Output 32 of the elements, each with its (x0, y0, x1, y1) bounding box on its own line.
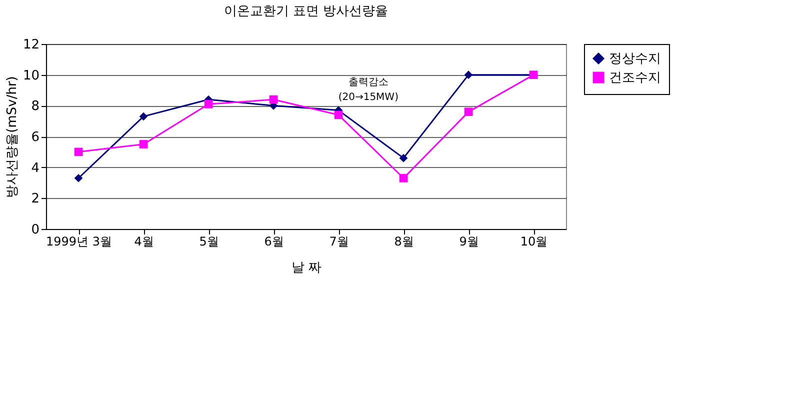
point (269, 95, 278, 104)
point (204, 100, 213, 108)
point (334, 110, 343, 120)
y-tick-label: 2 (31, 192, 40, 207)
y-axis-title: 방사선량율(mSv/hr) (4, 76, 20, 198)
point (464, 108, 473, 116)
y-tick-label: 10 (22, 68, 40, 84)
legend-label: 정상수지 (609, 52, 661, 66)
x-tick-label: 7월 (329, 234, 349, 248)
point (399, 174, 408, 182)
x-tick-label: 4월 (134, 234, 154, 248)
point (464, 70, 473, 80)
x-tick-label: 5월 (199, 234, 219, 248)
x-tick-label: 10월 (520, 234, 548, 248)
chart-title: 이온교환기 표면 방사선량율 (224, 4, 388, 19)
y-tick-label: 6 (31, 130, 40, 145)
x-axis-title: 날 짜 (291, 260, 322, 276)
y-tick-label: 8 (31, 99, 40, 114)
y-tick-label: 12 (22, 38, 40, 52)
x-tick-label: 1999년 3월 (46, 234, 112, 248)
point (399, 154, 408, 162)
legend-label: 건조수지 (609, 70, 661, 86)
point (74, 174, 83, 182)
y-tick-label: 4 (31, 160, 40, 176)
annotation: 출력감소 (20→15MW) (338, 77, 399, 103)
point (139, 140, 148, 148)
x-tick-label: 8월 (394, 234, 414, 248)
y-tick-label: 0 (31, 222, 40, 238)
point (74, 148, 83, 156)
x-tick-label: 6월 (264, 234, 284, 248)
x-tick-label: 9월 (459, 234, 479, 248)
point (139, 112, 148, 121)
